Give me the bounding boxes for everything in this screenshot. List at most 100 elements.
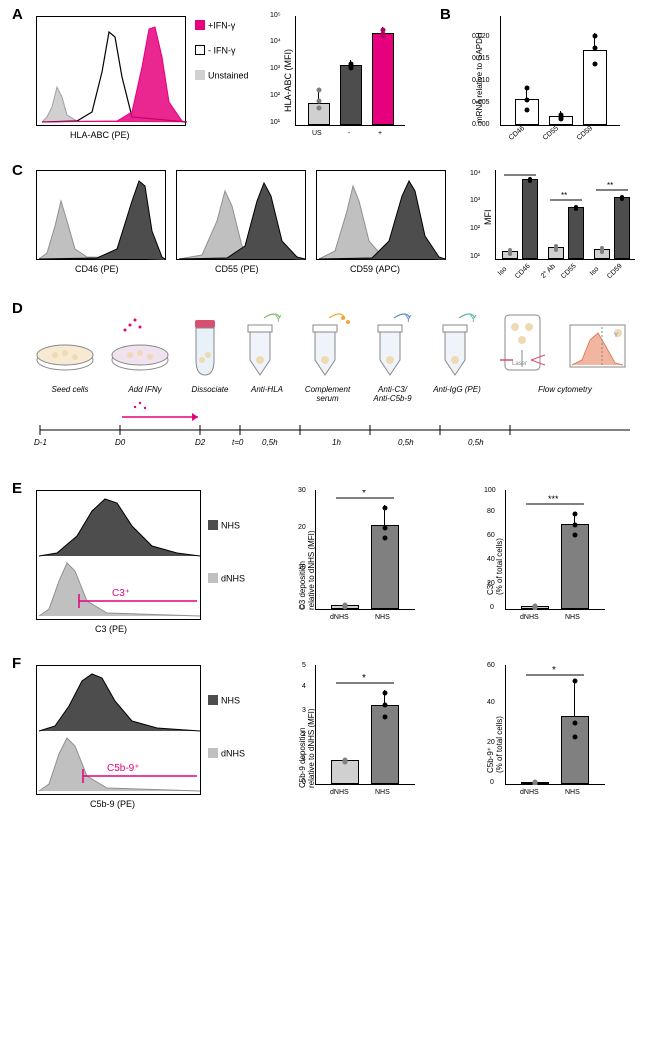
e2-ytick: 80 <box>487 508 495 515</box>
svg-text:C5b-9⁺: C5b-9⁺ <box>107 763 140 774</box>
a-ytick: 10² <box>270 92 280 99</box>
panel-f-bar1: * <box>315 665 415 785</box>
svg-text:Laser: Laser <box>512 361 527 367</box>
c-cat: Iso <box>589 266 601 278</box>
panel-e-bar2: *** <box>505 490 605 610</box>
f2-ytick: 60 <box>487 662 495 669</box>
panel-a-histogram <box>36 16 186 126</box>
svg-text:Y: Y <box>470 314 477 325</box>
e-legend-nhs: NHS <box>221 520 240 530</box>
svg-text:Y: Y <box>405 314 412 325</box>
f-legend-nhs: NHS <box>221 695 240 705</box>
panel-c-label: C <box>12 162 23 179</box>
panel-d-label: D <box>12 300 23 317</box>
c-cat: CD46 <box>514 263 532 281</box>
c-ytick: 10⁴ <box>470 170 481 177</box>
f1-ytick: 5 <box>302 662 306 669</box>
svg-text:****: **** <box>512 170 524 175</box>
d-dur: 0,5h <box>468 438 484 447</box>
panel-a-hist-xlabel: HLA-ABC (PE) <box>70 130 130 140</box>
e2-cat: NHS <box>565 614 580 621</box>
panel-e-label: E <box>12 480 22 497</box>
c-cat: 2° Ab <box>540 263 557 280</box>
c-hist1-xlabel: CD46 (PE) <box>75 264 119 274</box>
c-cat: CD59 <box>606 263 624 281</box>
f-bar1-ylabel: C5b-9 deposition relative to dNHS (MFI) <box>298 708 316 788</box>
a-cat: - <box>348 130 350 137</box>
e1-cat: NHS <box>375 614 390 621</box>
svg-text:***: *** <box>548 494 559 504</box>
d-step: Anti-C3/ Anti-C5b-9 <box>365 385 420 403</box>
b-cat: CD46 <box>508 125 526 142</box>
c-ytick: 10¹ <box>470 253 480 260</box>
a-ytick: 10⁵ <box>270 12 281 19</box>
svg-text:*: * <box>362 490 366 499</box>
e2-ytick: 100 <box>484 487 496 494</box>
f-legend: NHS dNHS <box>208 695 245 759</box>
f2-ytick: 20 <box>487 739 495 746</box>
legend-unstained: Unstained <box>208 70 249 80</box>
b-ytick: 0.005 <box>472 99 490 106</box>
c-hist3-xlabel: CD59 (APC) <box>350 264 400 274</box>
d-step: Add IFNγ <box>125 385 165 394</box>
b-ytick: 0.000 <box>472 121 490 128</box>
c-ytick: 10² <box>470 225 480 232</box>
c-cat: CD55 <box>560 263 578 281</box>
e1-cat: dNHS <box>330 614 349 621</box>
a-ytick: 10¹ <box>270 119 280 126</box>
panel-f-histogram: C5b-9⁺ <box>36 665 201 795</box>
svg-text:**: ** <box>607 181 613 190</box>
panel-f-label: F <box>12 655 21 672</box>
d-step: Complement serum <box>300 385 355 403</box>
panel-e-histogram: C3⁺ <box>36 490 201 620</box>
e1-ytick: 10 <box>298 564 306 571</box>
panel-e-bar1: * <box>315 490 415 610</box>
b-cat: CD55 <box>542 125 560 142</box>
legend-ifn-pos: +IFN-γ <box>208 20 235 30</box>
d-day: t=0 <box>232 438 243 447</box>
panel-b-label: B <box>440 6 451 23</box>
hist-a-svg <box>37 17 187 127</box>
d-step: Anti-IgG (PE) <box>432 385 482 394</box>
panel-f-bar2: * <box>505 665 605 785</box>
f-legend-dnhs: dNHS <box>221 748 245 758</box>
b-ytick: 0.010 <box>472 77 490 84</box>
svg-text:Y: Y <box>614 333 618 339</box>
c-cat: Iso <box>497 266 509 278</box>
e1-ytick: 0 <box>300 604 304 611</box>
panel-b-barchart <box>500 16 620 126</box>
f2-cat: dNHS <box>520 789 539 796</box>
b-ytick: 0.020 <box>472 33 490 40</box>
e-legend: NHS dNHS <box>208 520 245 584</box>
legend-ifn-neg: - IFN-γ <box>208 45 236 55</box>
e2-ytick: 40 <box>487 556 495 563</box>
e2-ytick: 20 <box>487 580 495 587</box>
a-ytick: 10³ <box>270 65 280 72</box>
e-legend-dnhs: dNHS <box>221 573 245 583</box>
f1-ytick: 1 <box>302 755 306 762</box>
panel-a-label: A <box>12 6 23 23</box>
panel-c-hist2 <box>176 170 306 260</box>
svg-text:Y: Y <box>275 314 282 325</box>
panel-a-bar-ylabel: HLA-ABC (MFI) <box>283 49 293 112</box>
f1-ytick: 0 <box>302 779 306 786</box>
b-ytick: 0.015 <box>472 55 490 62</box>
d-step: Flow cytometry <box>530 385 600 394</box>
d-day: D-1 <box>34 438 47 447</box>
panel-a-legend: +IFN-γ - IFN-γ Unstained <box>195 20 249 81</box>
f2-cat: NHS <box>565 789 580 796</box>
svg-text:**: ** <box>561 191 567 200</box>
f2-ytick: 40 <box>487 699 495 706</box>
f1-ytick: 4 <box>302 683 306 690</box>
panel-a-barchart <box>295 16 405 126</box>
svg-text:*: * <box>362 673 366 684</box>
svg-text:*: * <box>552 665 556 676</box>
f1-cat: dNHS <box>330 789 349 796</box>
d-day: D2 <box>195 438 205 447</box>
d-dur: 0,5h <box>262 438 278 447</box>
e2-ytick: 60 <box>487 532 495 539</box>
a-ytick: 10⁴ <box>270 38 281 45</box>
e1-ytick: 20 <box>298 524 306 531</box>
b-cat: CD59 <box>576 125 594 142</box>
a-cat: US <box>312 130 322 137</box>
